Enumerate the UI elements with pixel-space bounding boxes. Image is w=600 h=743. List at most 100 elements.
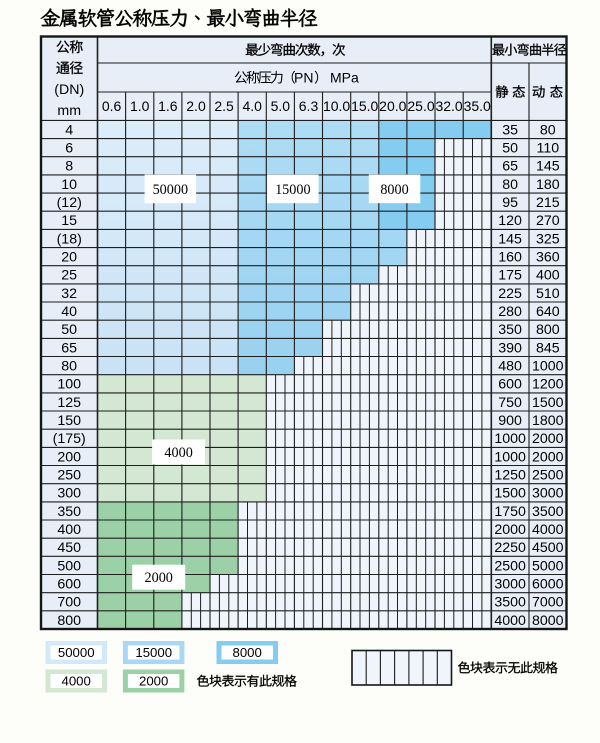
svg-text:mm: mm [57,103,81,119]
svg-text:35: 35 [502,122,518,138]
svg-text:2500: 2500 [494,558,526,574]
svg-text:50: 50 [502,141,518,157]
svg-text:1500: 1500 [532,395,564,411]
svg-text:6000: 6000 [532,577,564,593]
svg-text:215: 215 [536,195,560,211]
svg-text:2500: 2500 [532,468,564,484]
svg-text:125: 125 [57,395,81,411]
svg-text:200: 200 [57,449,81,465]
svg-text:4: 4 [65,122,73,138]
svg-text:(12): (12) [57,195,82,211]
svg-text:800: 800 [57,613,81,629]
svg-text:0.6: 0.6 [102,98,122,114]
svg-text:2250: 2250 [494,540,526,556]
svg-text:1.6: 1.6 [158,98,178,114]
svg-text:10.0: 10.0 [323,98,350,114]
svg-text:MPa: MPa [330,69,359,85]
svg-text:32: 32 [61,286,77,302]
svg-text:20: 20 [61,250,77,266]
svg-text:510: 510 [536,286,560,302]
svg-text:80: 80 [61,359,77,375]
svg-text:360: 360 [536,250,560,266]
svg-text:2000: 2000 [139,674,168,689]
svg-text:4000: 4000 [62,674,91,689]
svg-text:PN: PN [294,69,313,85]
svg-text:1250: 1250 [494,468,526,484]
svg-text:750: 750 [498,395,522,411]
svg-text:250: 250 [57,468,81,484]
svg-text:1.0: 1.0 [130,98,150,114]
svg-text:3000: 3000 [532,486,564,502]
svg-text:8000: 8000 [532,613,564,629]
svg-text:15000: 15000 [275,182,310,198]
svg-text:20.0: 20.0 [379,98,406,114]
svg-text:8000: 8000 [380,182,408,198]
svg-text:120: 120 [498,213,522,229]
svg-text:10: 10 [61,177,77,193]
svg-text:1000: 1000 [494,449,526,465]
svg-text:480: 480 [498,359,522,375]
svg-text:270: 270 [536,213,560,229]
svg-text:1000: 1000 [494,431,526,447]
svg-text:50000: 50000 [153,182,188,198]
svg-text:6: 6 [65,141,73,157]
svg-text:4.0: 4.0 [242,98,262,114]
svg-text:15.0: 15.0 [351,98,378,114]
svg-text:2000: 2000 [532,431,564,447]
svg-text:845: 845 [536,340,560,356]
svg-text:95: 95 [502,195,518,211]
svg-text:110: 110 [536,141,559,157]
svg-text:65: 65 [502,159,518,175]
svg-text:(175): (175) [53,431,86,447]
svg-text:2000: 2000 [494,522,526,538]
svg-text:5.0: 5.0 [271,98,291,114]
svg-text:640: 640 [536,304,560,320]
svg-text:3000: 3000 [494,577,526,593]
svg-text:40: 40 [61,304,77,320]
svg-text:4000: 4000 [532,522,564,538]
svg-text:2.5: 2.5 [214,98,234,114]
svg-text:7000: 7000 [532,595,564,611]
svg-text:4500: 4500 [532,540,564,556]
svg-text:300: 300 [57,486,81,502]
svg-text:2000: 2000 [145,570,173,586]
svg-text:8: 8 [65,159,73,175]
svg-text:400: 400 [536,268,560,284]
svg-text:350: 350 [57,504,81,520]
svg-text:15000: 15000 [135,645,172,660]
svg-text:25.0: 25.0 [407,98,434,114]
svg-text:150: 150 [57,413,81,429]
svg-text:1500: 1500 [494,486,526,502]
svg-text:80: 80 [502,177,518,193]
svg-text:1800: 1800 [532,413,564,429]
svg-text:280: 280 [498,304,522,320]
svg-text:160: 160 [498,250,522,266]
svg-text:(DN): (DN) [54,82,84,98]
svg-text:325: 325 [536,231,560,247]
svg-text:500: 500 [57,558,81,574]
svg-text:(18): (18) [57,231,82,247]
svg-text:175: 175 [498,268,522,284]
svg-text:3500: 3500 [532,504,564,520]
svg-text:400: 400 [57,522,81,538]
svg-text:3500: 3500 [494,595,526,611]
svg-text:5000: 5000 [532,558,564,574]
svg-text:2.0: 2.0 [186,98,206,114]
svg-text:65: 65 [61,340,77,356]
svg-text:4000: 4000 [164,445,192,461]
svg-text:35.0: 35.0 [464,98,491,114]
svg-text:50: 50 [61,322,77,338]
svg-text:800: 800 [536,322,560,338]
svg-text:450: 450 [57,540,81,556]
svg-text:1750: 1750 [494,504,526,520]
svg-text:25: 25 [61,268,77,284]
svg-text:8000: 8000 [233,645,262,660]
svg-text:145: 145 [498,231,522,247]
svg-text:1200: 1200 [532,377,564,393]
svg-text:100: 100 [57,377,81,393]
svg-text:1000: 1000 [532,359,564,375]
svg-text:145: 145 [536,159,560,175]
svg-text:50000: 50000 [58,645,95,660]
svg-text:2000: 2000 [532,449,564,465]
svg-text:390: 390 [498,340,522,356]
